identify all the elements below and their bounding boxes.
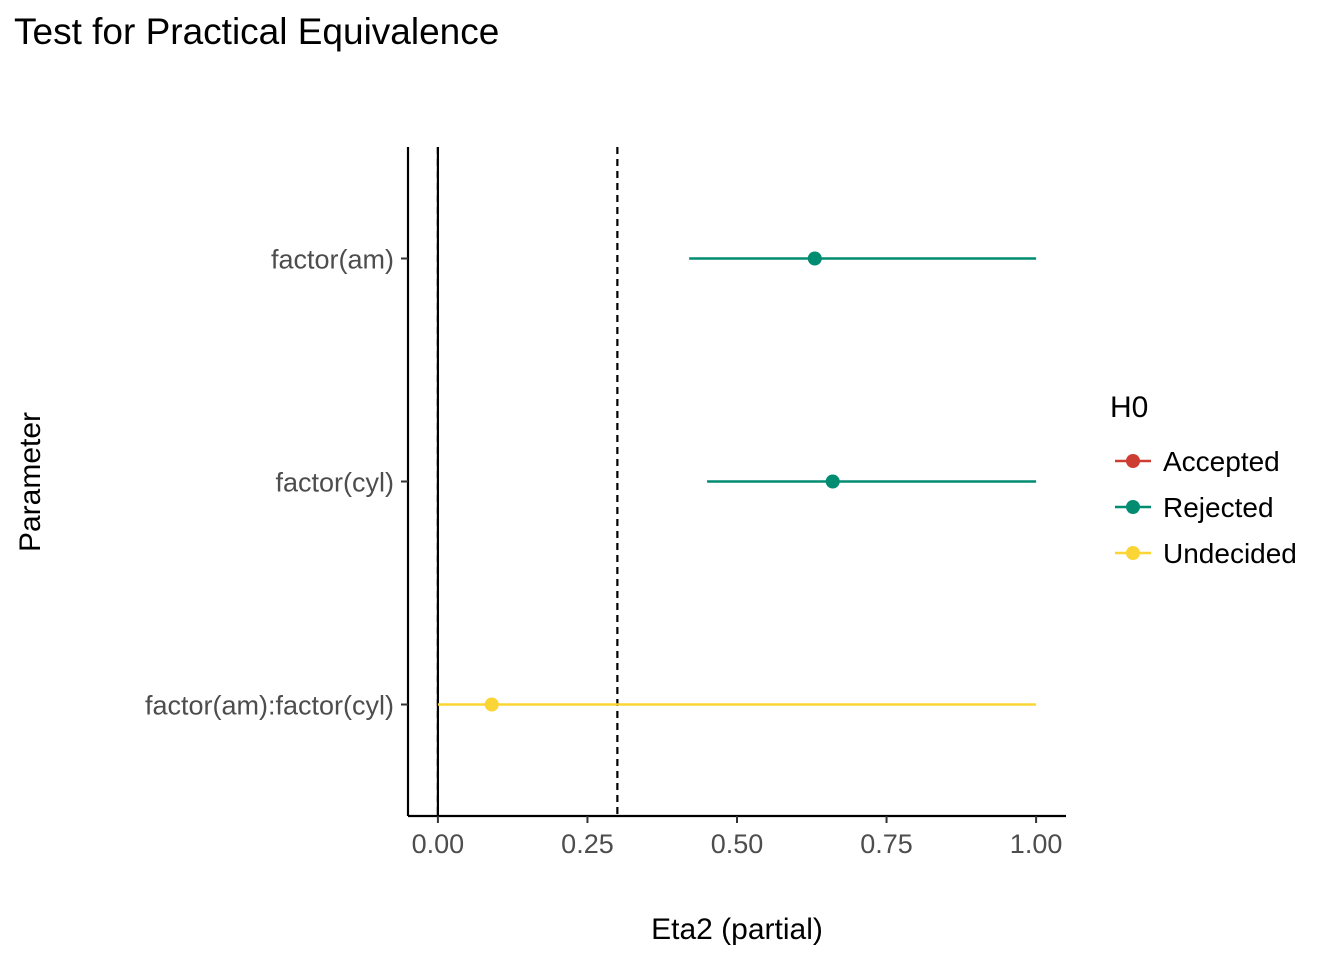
x-axis-title: Eta2 (partial): [651, 913, 823, 946]
interval-series: [437, 251, 1037, 712]
legend-key-point: [1126, 454, 1140, 468]
x-tick-label: 0.75: [860, 829, 913, 859]
legend-label: Rejected: [1163, 492, 1274, 523]
x-tick-label: 0.00: [412, 829, 465, 859]
y-tick-label: factor(cyl): [275, 468, 394, 498]
x-tick-label: 0.25: [561, 829, 614, 859]
x-axis-ticks: 0.00 0.25 0.50 0.75 1.00: [412, 816, 1063, 859]
y-tick-label: factor(am):factor(cyl): [145, 691, 394, 721]
rope-lines: [436, 147, 619, 816]
legend-label: Undecided: [1163, 538, 1297, 569]
legend-title: H0: [1110, 391, 1148, 424]
plot-panel: [406, 147, 1066, 818]
legend-label: Accepted: [1163, 446, 1280, 477]
chart-title: Test for Practical Equivalence: [14, 11, 499, 52]
y-tick-label: factor(am): [271, 245, 394, 275]
x-tick-label: 1.00: [1010, 829, 1063, 859]
x-tick-label: 0.50: [711, 829, 764, 859]
legend: H0 Accepted Rejected Undecided: [1110, 391, 1297, 569]
legend-entries: Accepted Rejected Undecided: [1115, 446, 1297, 569]
legend-key-point: [1126, 546, 1140, 560]
legend-key-point: [1126, 500, 1140, 514]
estimate-point-0: [807, 251, 822, 266]
y-axis-ticks: factor(am) factor(cyl) factor(am):factor(c…: [145, 245, 408, 721]
estimate-point-2: [484, 697, 499, 712]
y-axis-title: Parameter: [14, 412, 47, 552]
estimate-point-1: [825, 474, 840, 489]
